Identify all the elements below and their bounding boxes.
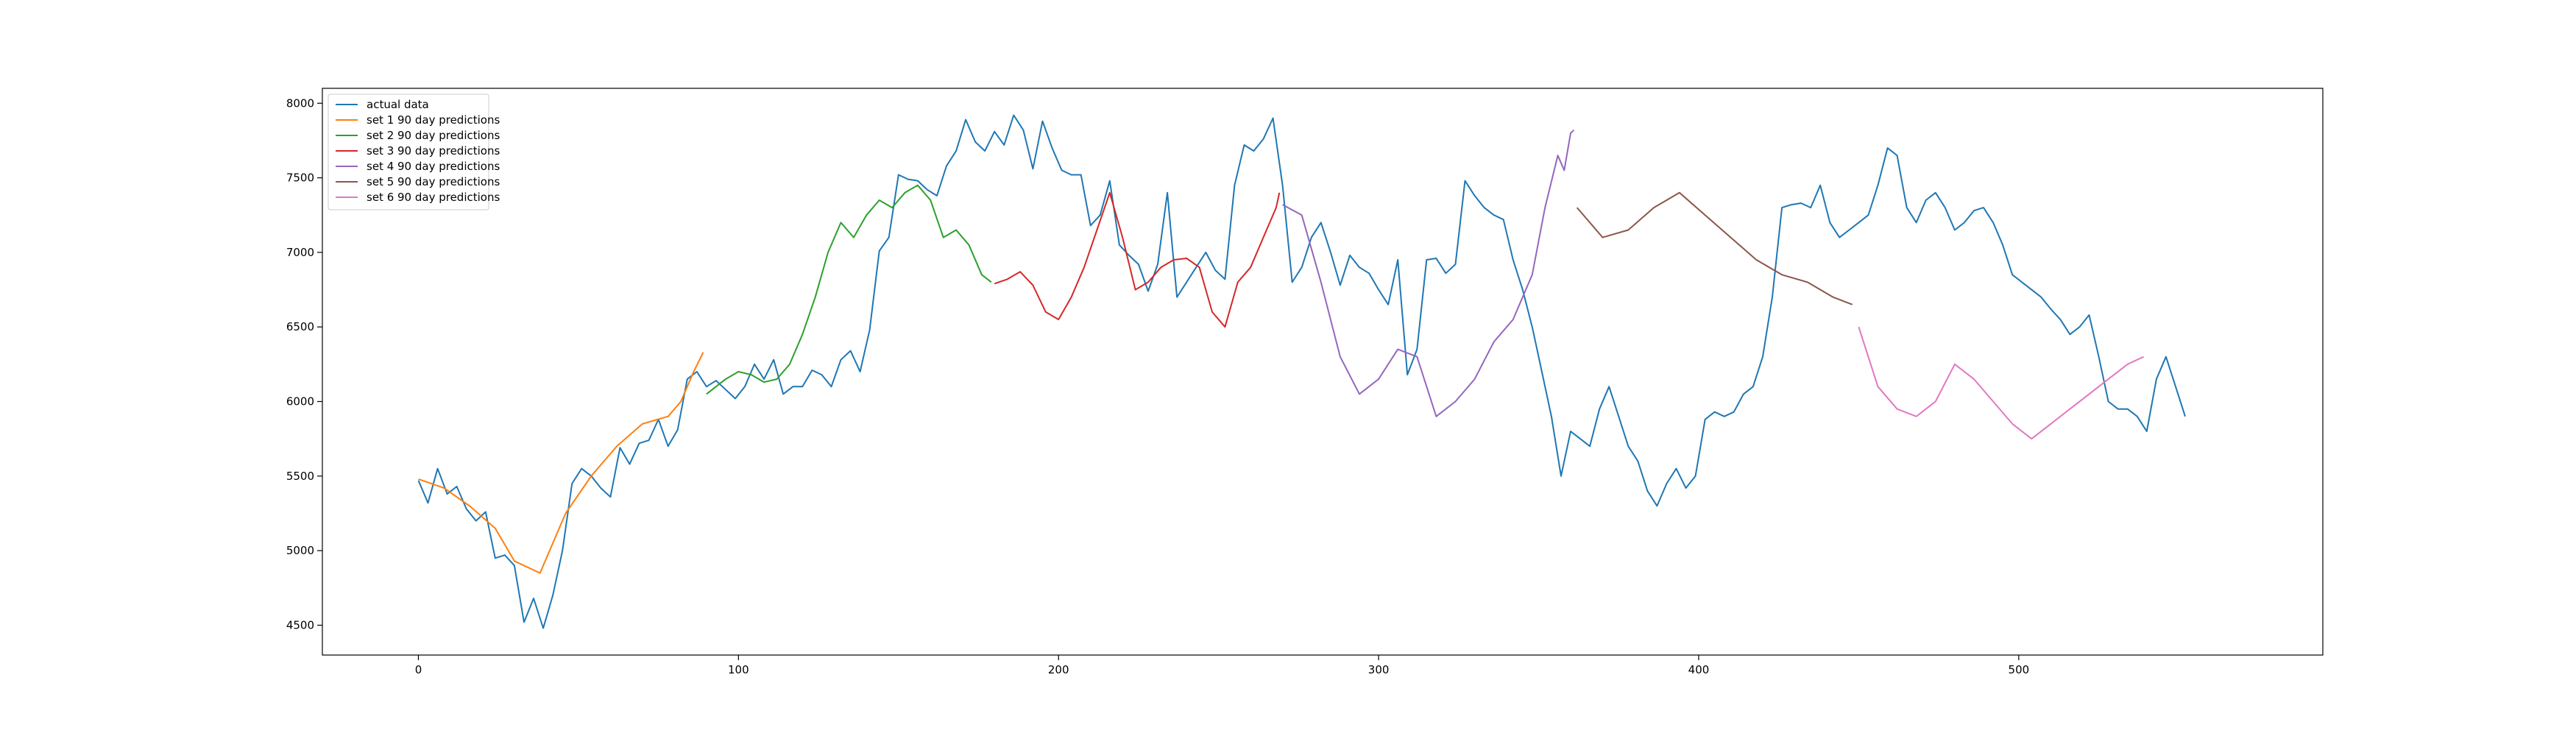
series-line-5 xyxy=(1282,129,1575,417)
x-tick-label: 0 xyxy=(415,663,422,676)
legend-box xyxy=(328,93,489,210)
series-line-3 xyxy=(706,184,992,395)
legend-label: set 3 90 day predictions xyxy=(367,144,500,158)
legend-label: set 5 90 day predictions xyxy=(367,175,500,188)
x-tick-label: 200 xyxy=(1048,663,1069,676)
series-lines xyxy=(417,114,2186,629)
legend-label: actual data xyxy=(367,98,429,111)
axis-ticks: 0 100 200 300 400 500 4500 5000 5500 6000 6500 7000… xyxy=(286,96,2029,676)
series-line-7 xyxy=(1858,326,2144,440)
x-tick-label: 500 xyxy=(2009,663,2030,676)
y-tick-label: 6500 xyxy=(286,320,314,333)
x-tick-label: 400 xyxy=(1688,663,1710,676)
legend-label: set 4 90 day predictions xyxy=(367,160,500,173)
series-line-6 xyxy=(1576,191,1853,305)
y-tick-label: 5500 xyxy=(286,470,314,483)
legend-label: set 2 90 day predictions xyxy=(367,129,500,142)
series-line-4 xyxy=(994,191,1281,328)
y-tick-label: 5000 xyxy=(286,544,314,557)
series-line-1 xyxy=(417,114,2186,629)
y-tick-label: 7000 xyxy=(286,246,314,259)
plot-area-frame xyxy=(322,88,2324,656)
y-tick-label: 4500 xyxy=(286,618,314,631)
x-tick-label: 300 xyxy=(1368,663,1390,676)
x-tick-label: 100 xyxy=(728,663,749,676)
y-tick-label: 8000 xyxy=(286,96,314,110)
legend-label: set 1 90 day predictions xyxy=(367,113,500,127)
legend: actual data set 1 90 day predictions set 2… xyxy=(328,93,500,210)
y-tick-label: 6000 xyxy=(286,395,314,408)
series-line-2 xyxy=(418,352,704,574)
y-tick-label: 7500 xyxy=(286,171,314,185)
legend-label: set 6 90 day predictions xyxy=(367,191,500,204)
